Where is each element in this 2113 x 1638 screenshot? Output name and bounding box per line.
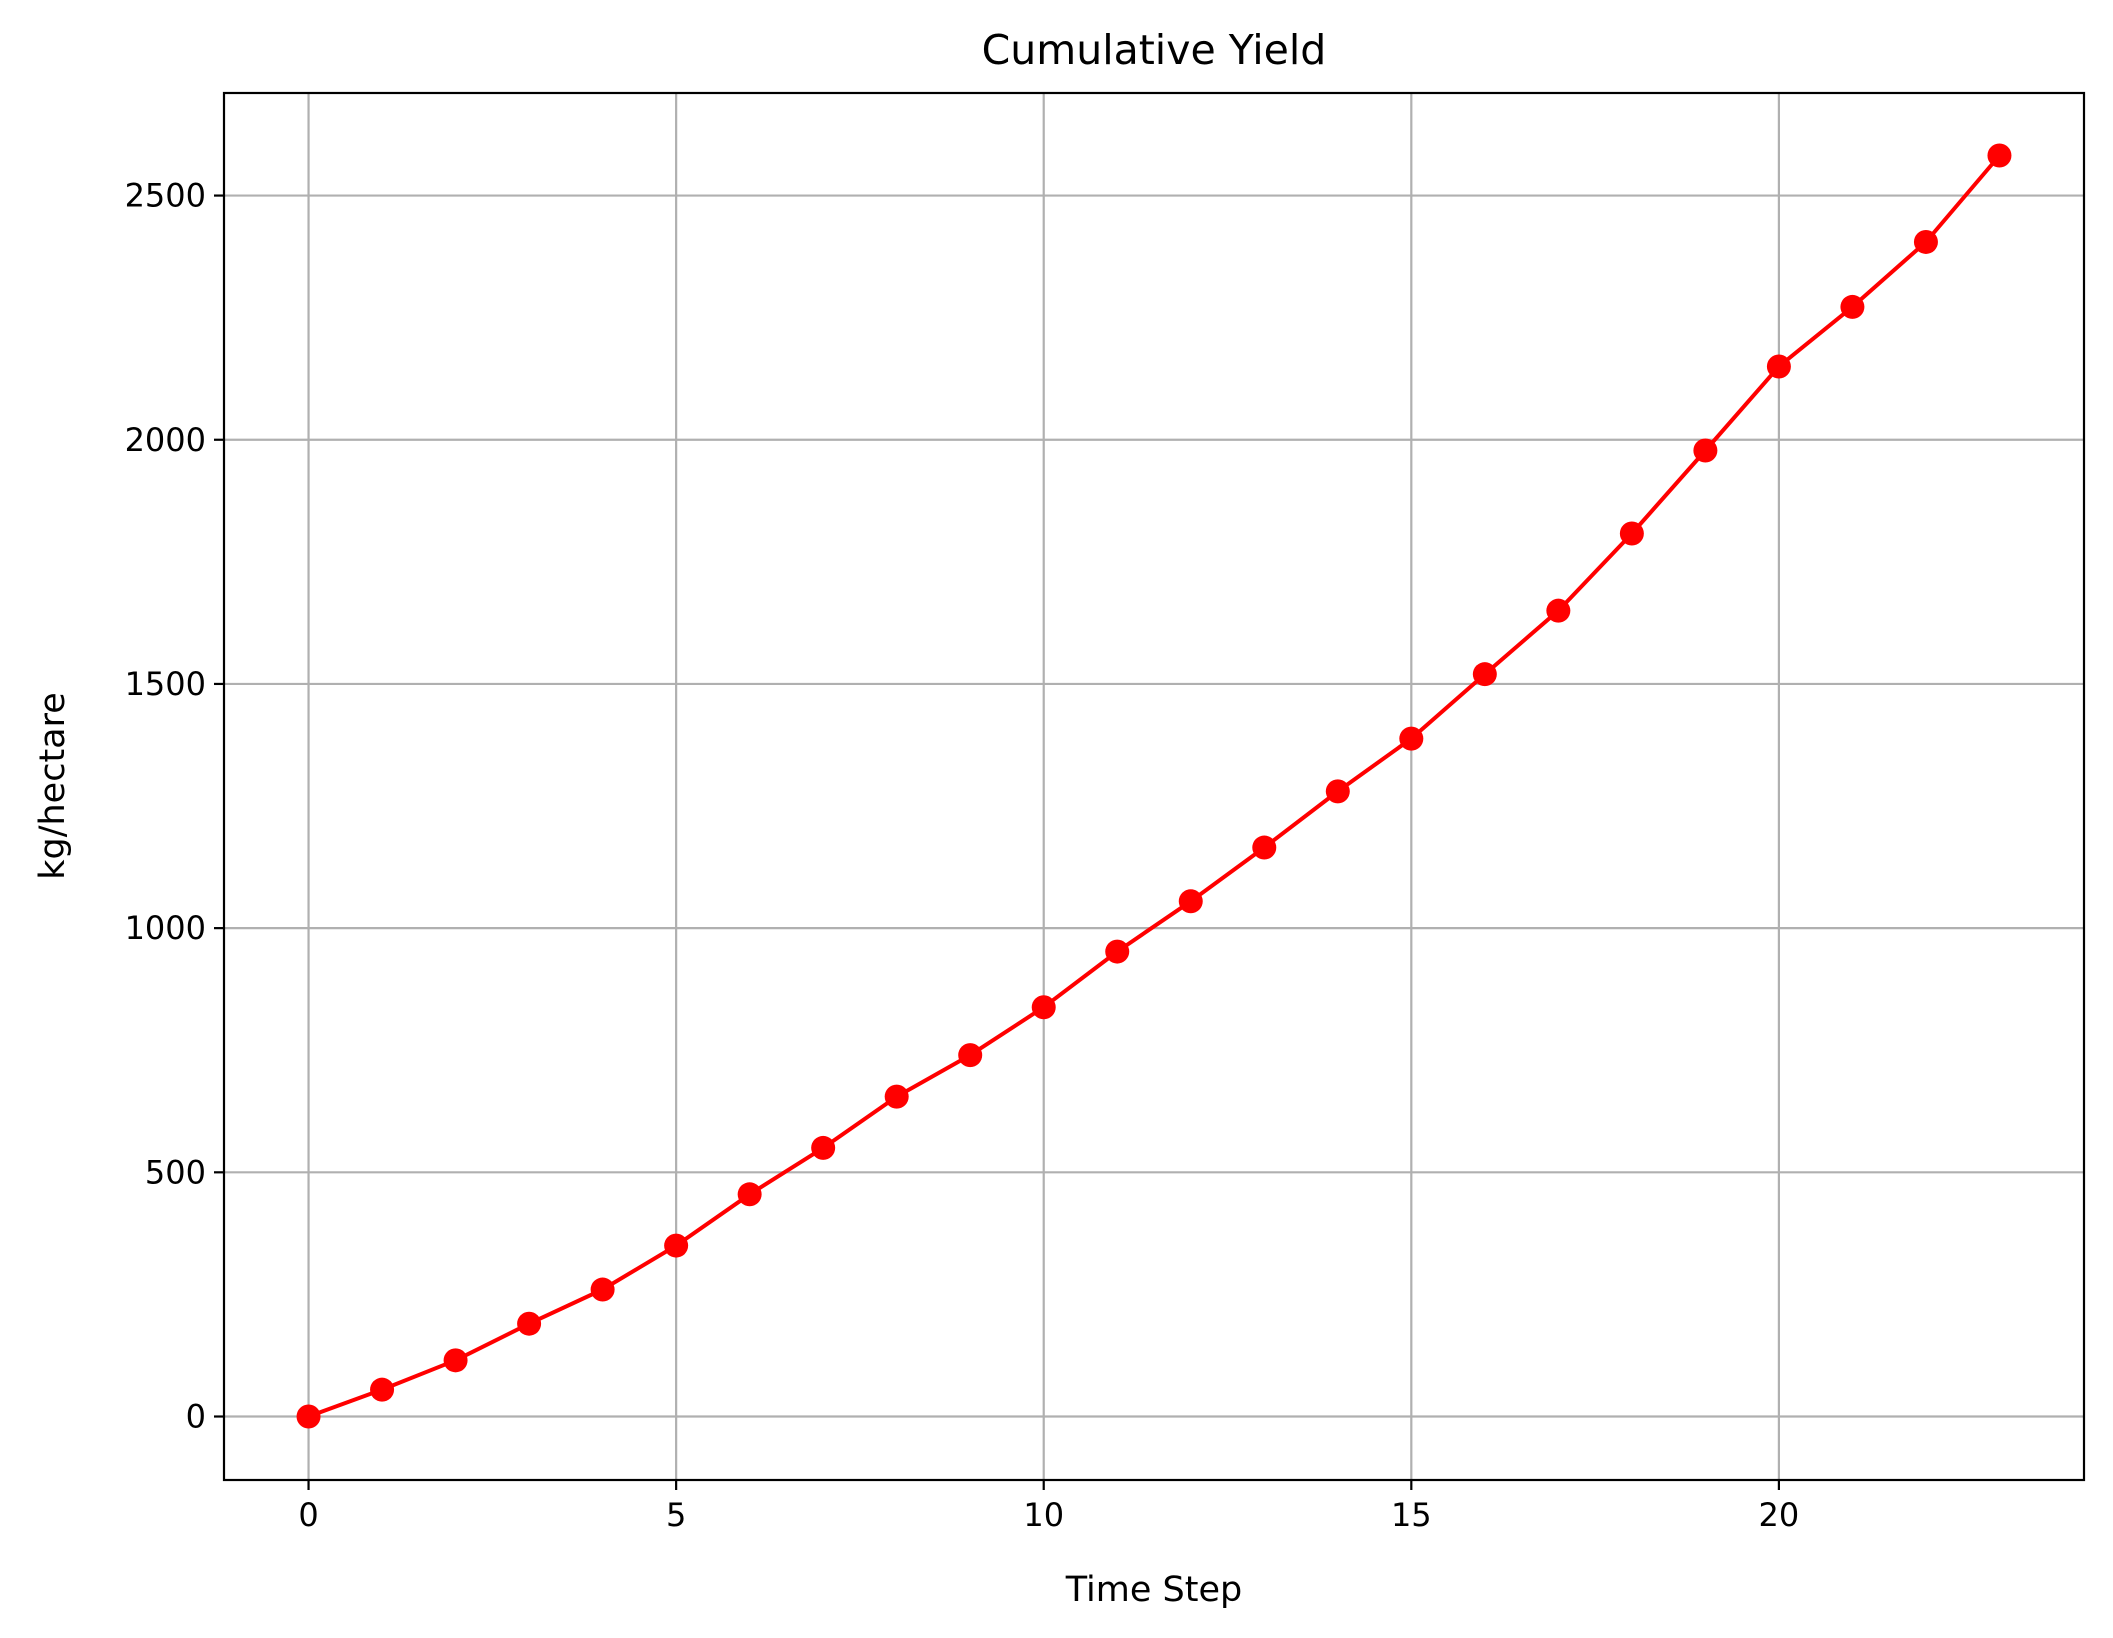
data-point: [958, 1043, 983, 1068]
data-point: [1252, 835, 1277, 860]
data-point: [1987, 143, 2012, 168]
data-point: [590, 1277, 615, 1302]
x-axis-label: Time Step: [1065, 1570, 1242, 1610]
axis-ticks: 0 5 10 15 20 0 500 1000 1500 2000 2500: [125, 177, 1800, 1534]
data-point: [1399, 726, 1424, 751]
data-point: [1178, 889, 1203, 914]
y-tick-label: 1500: [125, 665, 206, 703]
x-tick-label: 20: [1759, 1496, 1800, 1534]
y-tick-label: 2000: [125, 421, 206, 459]
data-point: [1840, 294, 1865, 319]
x-tick-label: 10: [1023, 1496, 1064, 1534]
data-point: [664, 1233, 689, 1258]
y-tick-label: 1000: [125, 909, 206, 947]
data-point: [296, 1404, 321, 1429]
series-layer: [296, 143, 2012, 1429]
data-point: [1546, 598, 1571, 623]
x-tick-label: 15: [1391, 1496, 1432, 1534]
data-point: [1105, 939, 1130, 964]
data-point: [811, 1135, 836, 1160]
data-point: [1472, 662, 1497, 687]
y-tick-label: 0: [186, 1398, 206, 1436]
series-line: [307, 154, 2002, 1419]
data-point: [1913, 229, 1938, 254]
data-point: [517, 1311, 542, 1336]
data-point: [737, 1182, 762, 1207]
data-point: [443, 1348, 468, 1373]
y-axis-label: kg/hectare: [33, 692, 73, 880]
data-point: [1693, 438, 1718, 463]
x-tick-label: 0: [298, 1496, 318, 1534]
x-tick-label: 5: [666, 1496, 686, 1534]
data-point: [1766, 354, 1791, 379]
plot-frame: [222, 91, 2086, 1482]
grid: [224, 93, 2084, 1480]
data-point: [370, 1377, 395, 1402]
y-tick-label: 2500: [125, 177, 206, 215]
data-point: [1325, 779, 1350, 804]
y-tick-label: 500: [145, 1153, 206, 1191]
chart-title: Cumulative Yield: [982, 26, 1327, 74]
data-point: [1619, 521, 1644, 546]
data-point: [1031, 995, 1056, 1020]
data-point: [884, 1084, 909, 1109]
